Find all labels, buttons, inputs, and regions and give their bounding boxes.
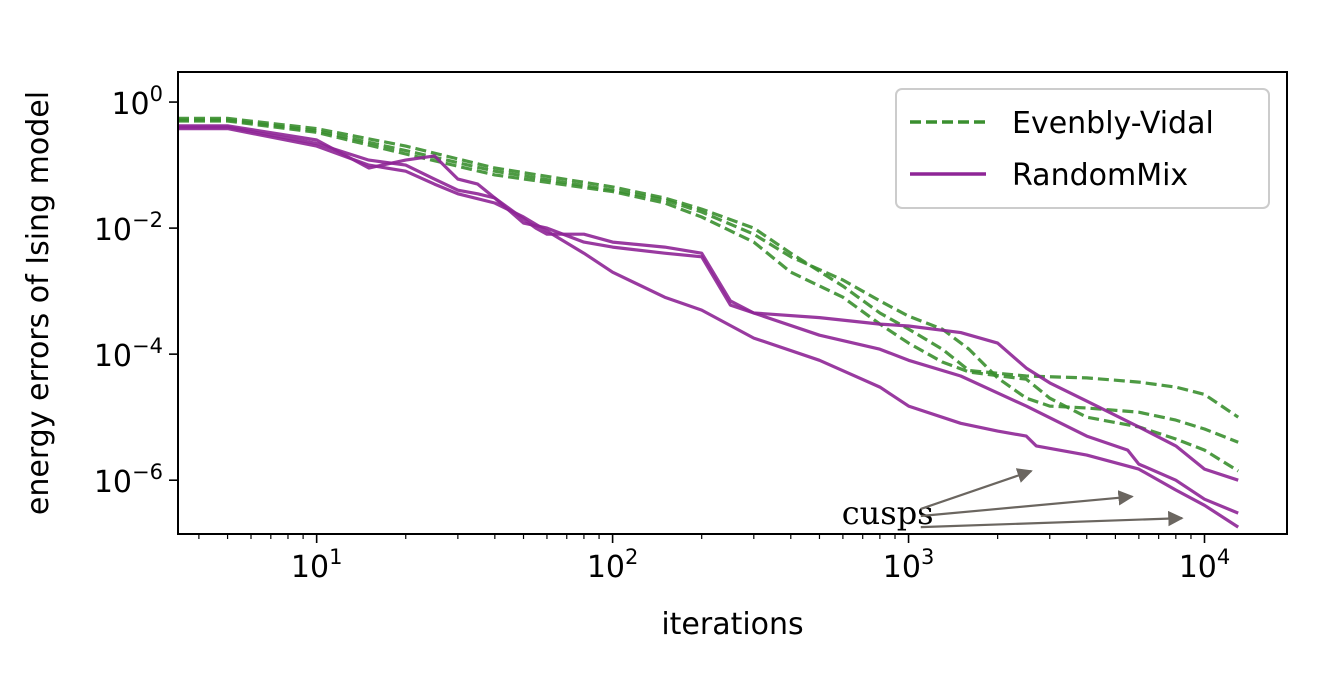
- series-line-6: [178, 127, 1240, 529]
- y-tick-label-4: 10−6: [94, 460, 163, 500]
- annotation-arrow-3: [920, 510, 1184, 529]
- x-tick-label-4: 104: [1179, 545, 1231, 585]
- series-line-2: [178, 118, 1239, 444]
- legend-box: [895, 88, 1270, 209]
- x-tick-label-2: 102: [587, 545, 639, 585]
- x-tick-label-1: 101: [291, 545, 343, 585]
- y-tick-label-1: 100: [111, 82, 163, 122]
- series-layer: [178, 116, 1240, 529]
- y-axis-label: energy errors of Ising model: [21, 91, 56, 515]
- legend: Evenbly-Vidal RandomMix: [895, 88, 1270, 209]
- plot-frame: [177, 71, 1288, 535]
- series-line-4: [178, 124, 1239, 482]
- y-tick-label-3: 10−4: [94, 334, 163, 374]
- annotation-cusps: cusps: [842, 494, 934, 532]
- y-tick-label-2: 10−2: [94, 208, 163, 248]
- series-line-3: [178, 119, 1240, 473]
- series-line-5: [178, 125, 1239, 515]
- annotation-arrow-1: [920, 468, 1033, 510]
- annotation-layer: cusps: [842, 468, 1184, 532]
- legend-label-2: RandomMix: [1012, 158, 1188, 193]
- annotation-arrow-2: [920, 490, 1134, 518]
- x-tick-label-3: 103: [883, 545, 935, 585]
- legend-label-1: Evenbly-Vidal: [1012, 106, 1214, 141]
- series-line-1: [178, 116, 1240, 419]
- tick-layer: 101 102 103 104 100 10−2 10−4 10−6: [94, 82, 1230, 585]
- x-axis-label: iterations: [661, 607, 803, 642]
